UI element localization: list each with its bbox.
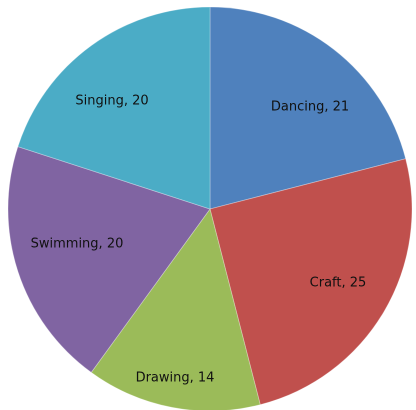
pie-slices [7,6,413,410]
slice-label-swimming: Swimming, 20 [31,237,124,252]
slice-label-craft: Craft, 25 [310,276,367,291]
pie-slice-swimming [7,146,211,373]
slice-label-singing: Singing, 20 [75,94,148,109]
pie-slice-dancing [209,6,407,210]
slice-label-drawing: Drawing, 14 [136,371,215,386]
pie-slice-craft [209,158,413,406]
pie-slice-drawing [90,208,261,410]
slice-label-dancing: Dancing, 21 [271,100,349,115]
pie-slice-singing [17,6,211,210]
pie-labels: Dancing, 21 Craft, 25 Drawing, 14 Swimming,… [31,94,367,386]
